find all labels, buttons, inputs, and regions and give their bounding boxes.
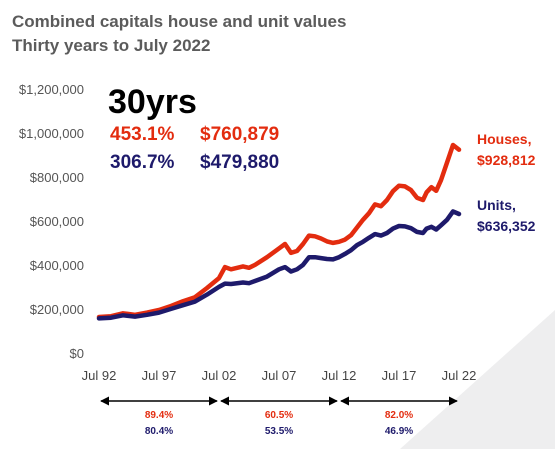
y-tick-label: $200,000 [30, 302, 84, 317]
y-axis-ticks: $0 $200,000 $400,000 $600,000 $800,000 $1,000… [19, 82, 84, 361]
x-tick-label: Jul 97 [142, 368, 177, 383]
units-growth-label: 306.7% [110, 152, 175, 173]
x-tick-label: Jul 02 [202, 368, 237, 383]
y-tick-label: $1,200,000 [19, 82, 84, 97]
units-end-label: Units, [477, 197, 516, 213]
y-tick-label: $0 [70, 346, 84, 361]
x-tick-label: Jul 07 [262, 368, 297, 383]
period-arrows: 89.4% 80.4% 60.5% 53.5% 82.0% 46.9% [100, 396, 458, 437]
y-tick-label: $800,000 [30, 170, 84, 185]
houses-end-value: $928,812 [477, 152, 536, 168]
period-houses-growth: 82.0% [385, 410, 413, 421]
x-tick-label: Jul 17 [382, 368, 417, 383]
x-tick-label: Jul 22 [442, 368, 477, 383]
x-tick-label: Jul 12 [322, 368, 357, 383]
period-houses-growth: 60.5% [265, 410, 293, 421]
period-units-growth: 80.4% [145, 426, 173, 437]
y-tick-label: $400,000 [30, 258, 84, 273]
period-houses-growth: 89.4% [145, 410, 173, 421]
chart-title: Combined capitals house and unit values [12, 12, 347, 31]
period-units-growth: 46.9% [385, 426, 413, 437]
houses-end-label: Houses, [477, 131, 531, 147]
units-end-value: $636,352 [477, 218, 536, 234]
series-line-houses [96, 142, 462, 320]
period-units-growth: 53.5% [265, 426, 293, 437]
y-tick-label: $1,000,000 [19, 126, 84, 141]
houses-change-label: $760,879 [200, 124, 279, 145]
headline-label: 30yrs [108, 83, 197, 121]
chart-title-block: Combined capitals house and unit values … [12, 10, 346, 58]
houses-growth-label: 453.1% [110, 124, 175, 145]
x-axis-ticks: Jul 92 Jul 97 Jul 02 Jul 07 Jul 12 Jul 17 Jul … [82, 368, 477, 383]
y-tick-label: $600,000 [30, 214, 84, 229]
x-tick-label: Jul 92 [82, 368, 117, 383]
chart-subtitle: Thirty years to July 2022 [12, 36, 211, 55]
series-line-units [96, 209, 462, 321]
units-change-label: $479,880 [200, 152, 279, 173]
